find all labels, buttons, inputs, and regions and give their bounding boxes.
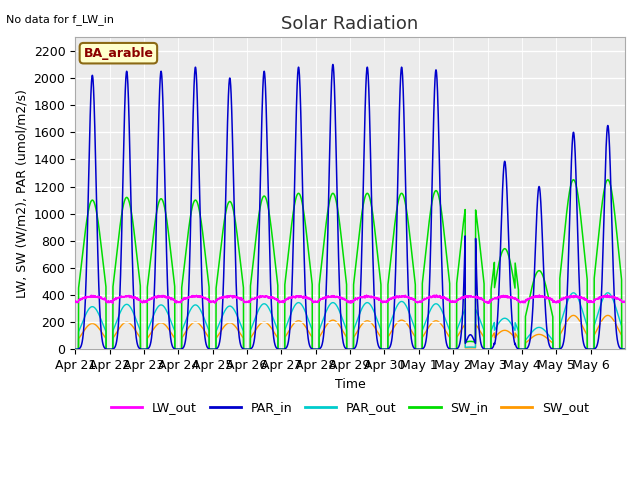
Text: No data for f_LW_in: No data for f_LW_in [6,14,115,25]
Y-axis label: LW, SW (W/m2), PAR (umol/m2/s): LW, SW (W/m2), PAR (umol/m2/s) [15,89,28,298]
Text: BA_arable: BA_arable [83,47,154,60]
X-axis label: Time: Time [335,378,365,391]
Legend: LW_out, PAR_in, PAR_out, SW_in, SW_out: LW_out, PAR_in, PAR_out, SW_in, SW_out [106,396,595,419]
Title: Solar Radiation: Solar Radiation [282,15,419,33]
